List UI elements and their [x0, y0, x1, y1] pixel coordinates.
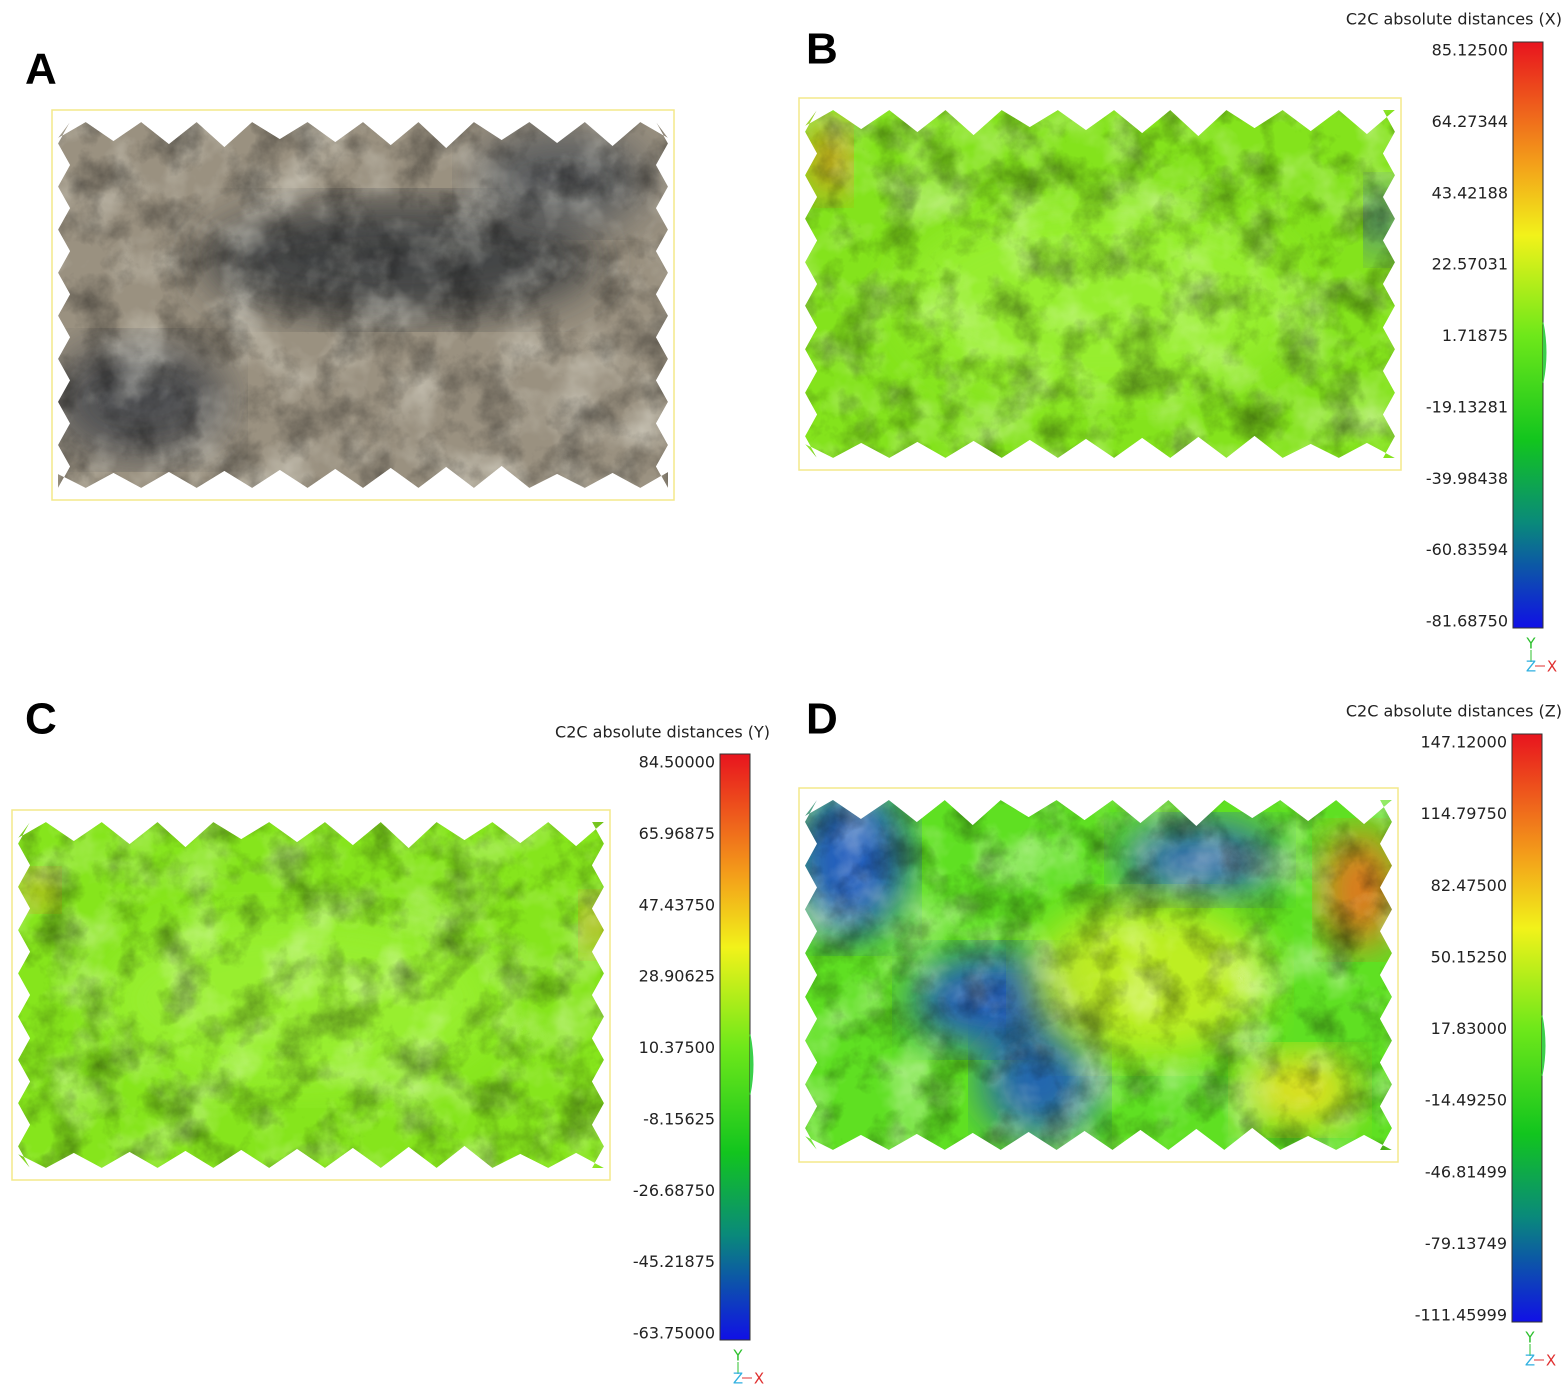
scale-tick-label: -46.81499 — [1425, 1162, 1507, 1181]
panel-label: B — [806, 25, 838, 74]
color-bar — [1512, 734, 1542, 1322]
terrain — [790, 780, 1400, 1150]
histogram — [750, 1035, 753, 1095]
scale-tick-label: -14.49250 — [1425, 1091, 1507, 1110]
scale-title: C2C absolute distances (Y) — [555, 723, 770, 742]
axis-letter: Y — [1525, 635, 1536, 653]
scale-tick-label: 65.96875 — [639, 824, 715, 843]
scale-tick-label: 84.50000 — [639, 753, 715, 772]
scale-title: C2C absolute distances (X) — [1346, 10, 1562, 29]
terrain-shade — [18, 822, 604, 1168]
scale-tick-label: 64.27344 — [1432, 112, 1508, 131]
terrain-shade — [805, 800, 1392, 1150]
scale-tick-label: -8.15625 — [643, 1109, 715, 1128]
axis-letter: Z — [1525, 1352, 1535, 1370]
color-bar — [1513, 42, 1543, 628]
scale-tick-label: 85.12500 — [1432, 41, 1508, 60]
panel-label: C — [25, 695, 57, 744]
figure: A B C D C2C absolute distances (X) 85.125… — [0, 0, 1568, 1386]
histogram — [1542, 1016, 1545, 1076]
histogram — [1543, 323, 1546, 383]
scale-tick-label: 43.42188 — [1432, 183, 1508, 202]
scale-tick-label: 22.57031 — [1432, 255, 1508, 274]
scale-tick-label: -79.13749 — [1425, 1234, 1507, 1253]
axis-letter: Z — [733, 1370, 743, 1386]
terrain-shade — [805, 110, 1395, 458]
scale-tick-label: -45.21875 — [633, 1252, 715, 1271]
color-bar — [720, 754, 750, 1340]
scale-tick-label: -39.98438 — [1426, 469, 1508, 488]
panel-label: A — [25, 45, 57, 94]
terrain — [805, 110, 1395, 458]
terrain — [18, 822, 609, 1168]
axis-letter: Z — [1526, 658, 1536, 676]
scale-tick-label: -19.13281 — [1426, 397, 1508, 416]
maps — [12, 98, 1401, 1180]
scale-tick-label: -111.45999 — [1415, 1306, 1507, 1325]
scale-tick-label: -26.68750 — [633, 1181, 715, 1200]
scale-tick-label: 147.12000 — [1420, 733, 1507, 752]
scale-tick-label: -63.75000 — [633, 1324, 715, 1343]
scale-tick-label: 28.90625 — [639, 967, 715, 986]
panel-label: D — [806, 695, 838, 744]
scale-tick-label: 17.83000 — [1431, 1019, 1507, 1038]
scale-tick-label: -81.68750 — [1426, 612, 1508, 631]
scale-tick-label: 50.15250 — [1431, 947, 1507, 966]
axis-letter: X — [1546, 1352, 1556, 1370]
terrain-shade — [58, 122, 668, 488]
scale-tick-label: 82.47500 — [1431, 876, 1507, 895]
scale-tick-label: 47.43750 — [639, 895, 715, 914]
axis-letter: X — [1547, 658, 1557, 676]
terrain — [50, 122, 668, 488]
scale-tick-label: 114.79750 — [1420, 804, 1507, 823]
scale-tick-label: 1.71875 — [1442, 326, 1508, 345]
axis-letter: Y — [732, 1347, 743, 1365]
axis-letter: X — [754, 1370, 764, 1386]
axis-letter: Y — [1524, 1329, 1535, 1347]
scale-title: C2C absolute distances (Z) — [1346, 702, 1562, 721]
scale-tick-label: 10.37500 — [639, 1038, 715, 1057]
scale-tick-label: -60.83594 — [1426, 540, 1508, 559]
